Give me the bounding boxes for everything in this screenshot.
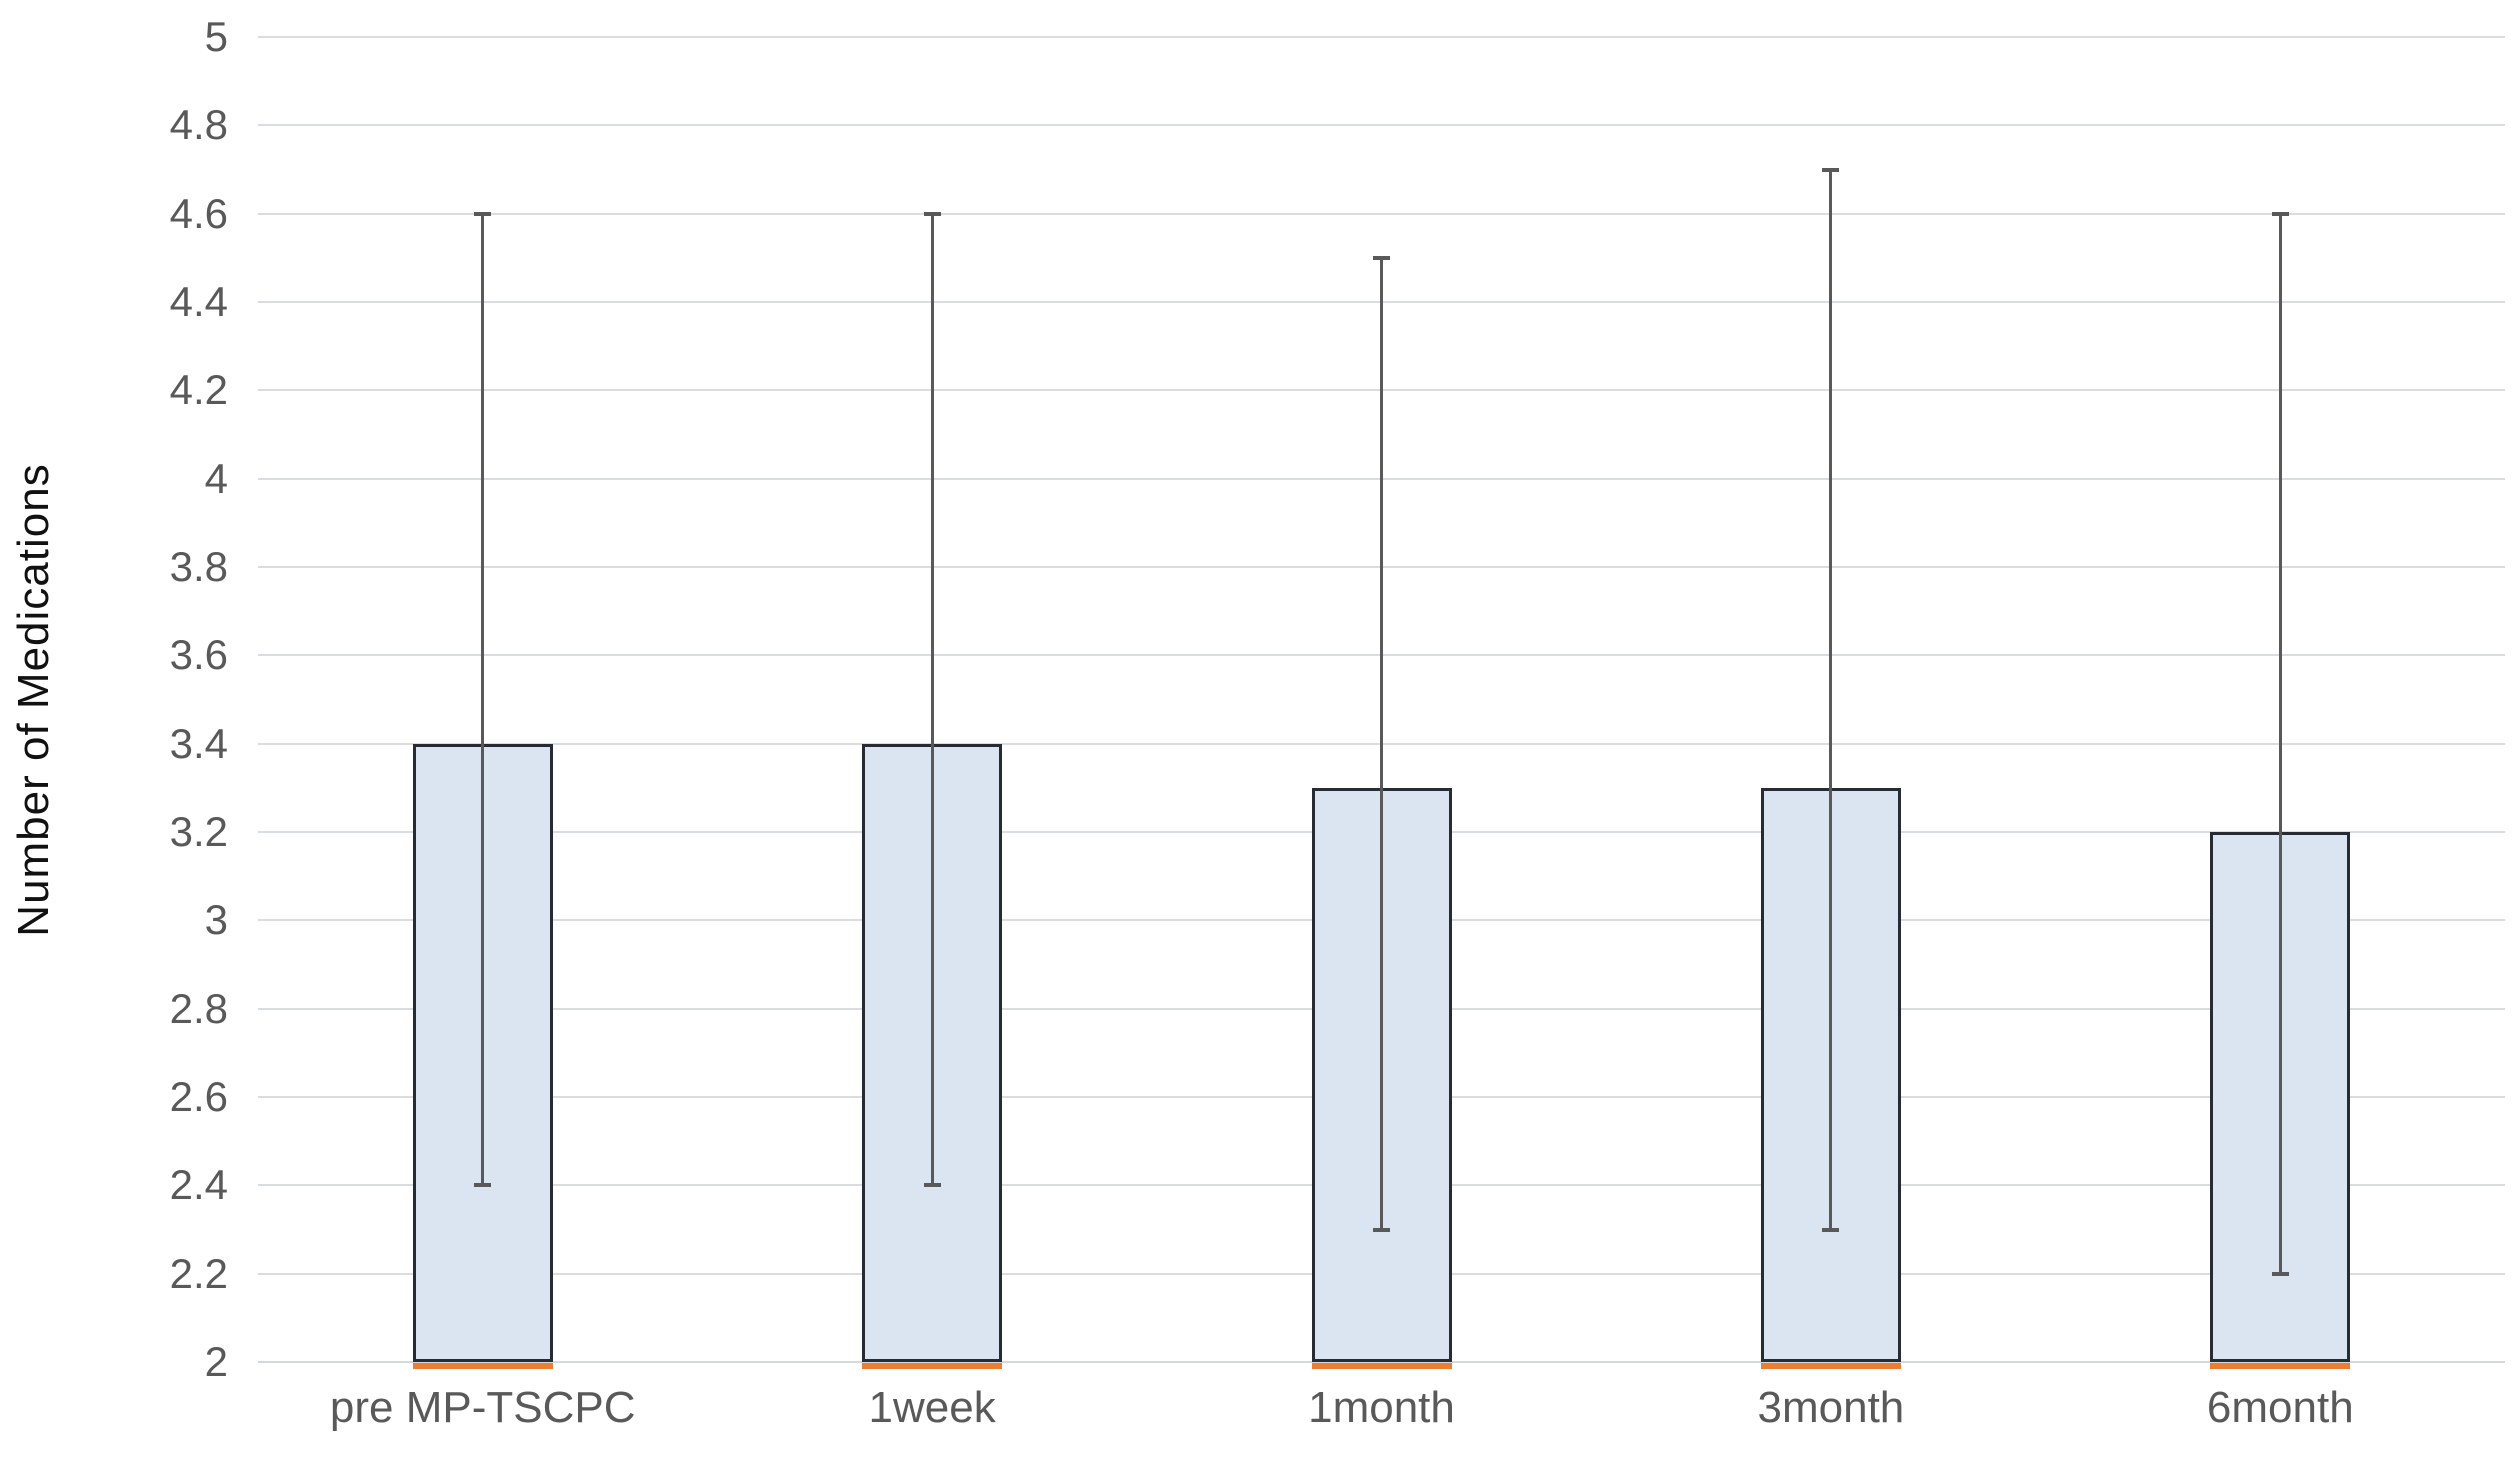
x-tick-label-pre-mp-tscpc: pre MP-TSCPC [329,1383,636,1432]
y-tick-label: 4.6 [169,189,228,237]
error-bar-line [1829,169,1833,1230]
y-tick-label: 2.6 [169,1073,228,1120]
error-bar-line [481,213,485,1186]
y-tick-label: 3.4 [169,719,228,767]
y-tick-label: 4.2 [169,366,228,414]
y-tick-label: 3.2 [169,808,228,855]
y-tick-label: 4 [204,454,228,502]
error-bar-cap-bottom [1822,1227,1840,1232]
plot-area [258,36,2505,1369]
y-tick-label: 4.4 [169,278,228,325]
error-bar-cap-top [474,211,492,216]
y-tick-label: 4.8 [169,101,228,149]
y-tick-label: 3.6 [169,631,228,679]
x-tick-label-1month: 1month [1308,1383,1455,1432]
x-tick-label-1week: 1week [868,1383,996,1432]
y-tick-label: 2.4 [169,1161,228,1209]
baseline-orange-strip [2210,1363,2351,1369]
y-tick-label: 3 [204,896,228,944]
gridline [258,124,2505,127]
error-bar-cap-bottom [474,1183,492,1188]
x-axis-line [258,1361,2505,1363]
error-bar-cap-top [1822,167,1840,172]
baseline-orange-strip [412,1363,553,1369]
y-tick-label: 2.2 [169,1249,228,1297]
gridline [258,212,2505,215]
baseline-orange-strip [862,1363,1003,1369]
error-bar-line [1380,257,1383,1230]
baseline-orange-strip [1760,1363,1901,1369]
x-tick-label-3month: 3month [1757,1383,1905,1432]
x-tick-label-6month: 6month [2206,1383,2354,1432]
y-tick-label: 2.8 [169,984,228,1032]
error-bar-cap-top [923,211,941,216]
y-tick-label: 5 [204,13,228,60]
error-bar-cap-bottom [923,1183,941,1188]
error-bar-cap-bottom [2271,1271,2289,1276]
error-bar-cap-top [1373,255,1390,260]
y-axis-title: Number of Medications [9,463,58,937]
y-tick-label: 3.8 [169,543,228,590]
error-bar-cap-bottom [1373,1227,1390,1232]
gridline [258,36,2505,38]
error-bar-line [930,213,934,1186]
error-bar-line [2278,213,2282,1274]
error-bar-cap-top [2271,211,2289,216]
y-tick-label: 2 [204,1338,228,1385]
baseline-orange-strip [1311,1363,1452,1369]
